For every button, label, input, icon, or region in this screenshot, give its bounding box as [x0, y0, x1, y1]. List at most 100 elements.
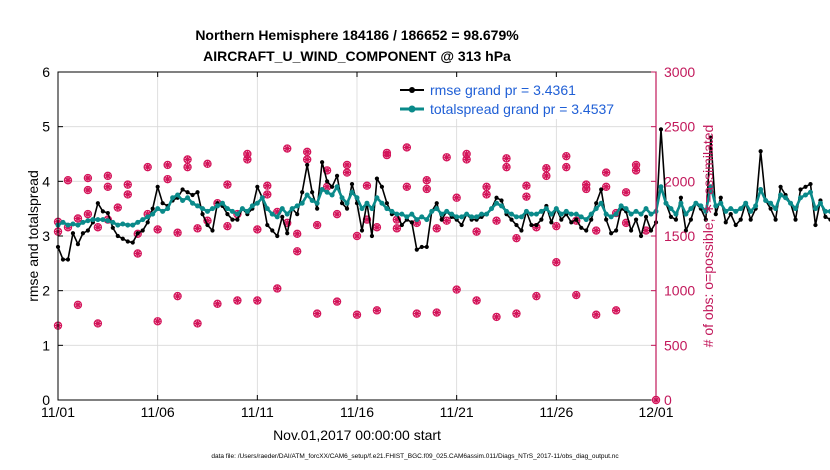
totalspread-point — [354, 195, 360, 201]
rmse-point — [334, 173, 340, 178]
obs-count-marker — [442, 153, 451, 162]
totalspread-point — [424, 217, 430, 223]
rmse-point — [668, 214, 674, 219]
obs-count-marker — [372, 306, 382, 315]
totalspread-point — [70, 221, 76, 227]
totalspread-point — [533, 211, 539, 217]
obs-count-marker — [103, 171, 113, 181]
obs-count-marker — [412, 309, 421, 318]
rmse-point — [130, 240, 135, 245]
rmse-point — [140, 228, 145, 233]
totalspread-point — [454, 214, 460, 220]
rmse-point — [658, 127, 664, 132]
rmse-point — [708, 135, 713, 140]
totalspread-point — [778, 192, 784, 198]
obs-count-marker — [223, 221, 232, 231]
obs-count-marker — [113, 203, 123, 212]
y-right-tick-label: 1500 — [664, 228, 695, 244]
totalspread-point — [314, 200, 320, 206]
rmse-point — [374, 176, 380, 181]
totalspread-point — [638, 211, 644, 217]
rmse-point — [808, 181, 813, 187]
obs-count-marker — [312, 220, 322, 230]
totalspread-point — [538, 208, 544, 214]
rmse-point — [255, 184, 260, 189]
totalspread-point — [449, 211, 455, 217]
x-tick-label: 11/01 — [41, 404, 75, 420]
rmse-point — [718, 195, 723, 200]
rmse-point — [195, 190, 200, 195]
obs-count-marker — [153, 225, 162, 234]
rmse-point — [150, 206, 155, 211]
totalspread-point — [713, 203, 719, 209]
totalspread-point — [160, 208, 166, 214]
totalspread-point — [105, 218, 111, 224]
totalspread-point — [718, 200, 724, 206]
rmse-point — [594, 201, 599, 206]
totalspread-point — [633, 208, 639, 214]
totalspread-point — [783, 195, 789, 201]
rmse-point — [638, 233, 644, 239]
totalspread-point — [205, 208, 210, 214]
rmse-point — [673, 217, 679, 222]
rmse-point — [344, 206, 350, 211]
rmse-point — [514, 222, 519, 228]
totalspread-point — [728, 206, 734, 212]
totalspread-point — [284, 211, 290, 217]
obs-count-marker — [253, 296, 262, 305]
totalspread-point — [484, 211, 490, 217]
obs-count-marker — [352, 231, 362, 241]
obs-count-marker — [193, 224, 202, 233]
rmse-point — [325, 179, 330, 184]
rmse-point — [65, 257, 71, 262]
rmse-point — [519, 228, 524, 233]
legend-spread-marker — [408, 105, 416, 113]
totalspread-point — [573, 211, 579, 217]
obs-count-marker — [93, 319, 103, 328]
rmse-point — [310, 190, 315, 195]
rmse-point — [160, 201, 165, 206]
totalspread-point — [289, 206, 295, 212]
totalspread-point — [359, 206, 365, 212]
totalspread-point — [508, 211, 514, 217]
totalspread-point — [269, 211, 275, 217]
obs-count-marker — [402, 143, 412, 152]
chart-title-line-2: AIRCRAFT_U_WIND_COMPONENT @ 313 hPa — [203, 48, 511, 64]
totalspread-point — [399, 211, 405, 217]
rmse-point — [369, 233, 375, 239]
y-right-tick-label: 1000 — [664, 283, 695, 299]
totalspread-point — [693, 200, 699, 206]
totalspread-point — [374, 195, 380, 201]
obs-count-marker — [542, 164, 551, 173]
rmse-point — [648, 228, 654, 233]
obs-count-marker — [173, 291, 182, 301]
totalspread-point — [95, 217, 101, 223]
obs-count-marker — [342, 168, 352, 177]
obs-count-marker — [273, 284, 282, 293]
legend-rmse-label: rmse grand pr = 3.4361 — [430, 82, 576, 98]
totalspread-point — [294, 203, 300, 209]
x-tick-label: 11/16 — [340, 404, 374, 420]
totalspread-point — [827, 208, 830, 214]
y-right-tick-label: 3000 — [664, 64, 695, 80]
rmse-point — [798, 187, 803, 192]
totalspread-point — [244, 208, 250, 214]
obs-count-marker — [293, 247, 302, 256]
rmse-point — [80, 231, 86, 236]
y-left-tick-label: 1 — [42, 337, 50, 353]
totalspread-point — [434, 206, 440, 212]
totalspread-point — [593, 206, 599, 212]
totalspread-point — [698, 203, 704, 209]
rmse-point — [424, 244, 429, 250]
rmse-point — [75, 242, 81, 247]
rmse-point — [419, 244, 424, 250]
totalspread-point — [429, 208, 435, 214]
obs-count-marker — [332, 297, 342, 306]
obs-count-marker — [382, 150, 392, 160]
totalspread-point — [568, 211, 574, 217]
obs-count-marker — [552, 258, 561, 267]
axes: 11/01 11/06 11/11 11/16 11/21 11/26 12/0101234… — [41, 64, 695, 420]
rmse-point — [315, 206, 320, 211]
rmse-point — [713, 212, 718, 217]
totalspread-point — [339, 195, 345, 201]
